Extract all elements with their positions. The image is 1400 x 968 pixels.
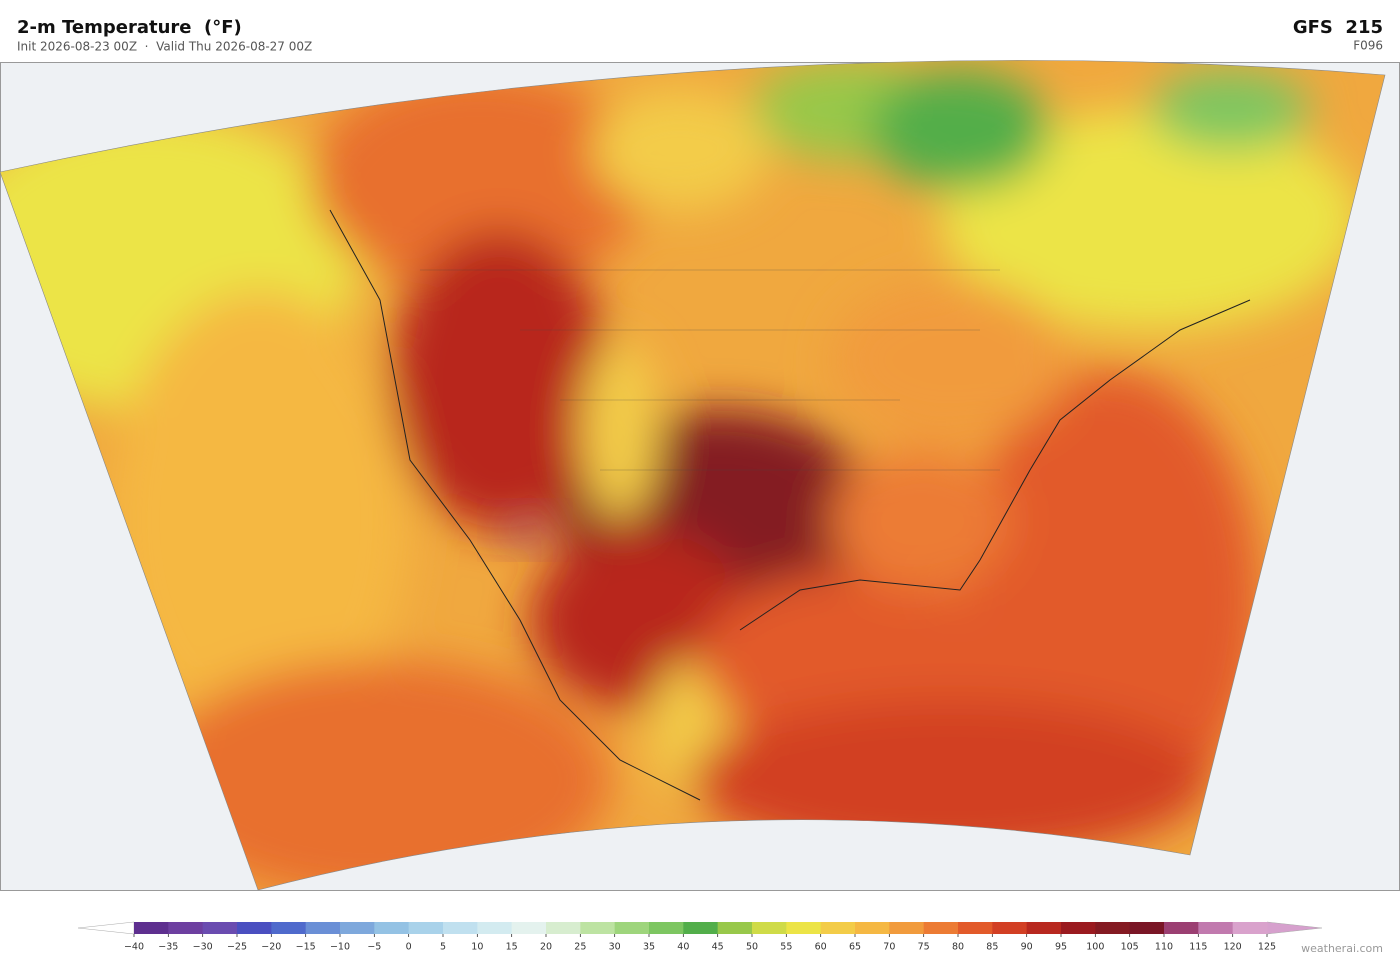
coastline xyxy=(329,209,1251,801)
colorbar-tick-label: −35 xyxy=(158,942,178,953)
colorbar-segment xyxy=(992,922,1028,934)
temperature-field xyxy=(0,60,1385,890)
colorbar-tick-label: −25 xyxy=(227,942,247,953)
colorbar-tick-label: 20 xyxy=(540,942,552,953)
colorbar-segment xyxy=(649,922,684,934)
colorbar-tick-label: −30 xyxy=(193,942,213,953)
model-name: GFS 215 xyxy=(1293,17,1383,38)
colorbar-segment xyxy=(134,922,169,934)
colorbar-tick-label: 60 xyxy=(815,942,827,953)
colorbar-tick-label: −40 xyxy=(124,942,144,953)
colorbar-segment xyxy=(237,922,272,934)
colorbar-segment xyxy=(923,922,959,934)
colorbar-tick-label: 90 xyxy=(1021,942,1033,953)
colorbar-tick-label: 70 xyxy=(883,942,895,953)
colorbar-tick-label: 105 xyxy=(1121,942,1139,953)
colorbar-tick-label: 115 xyxy=(1189,942,1207,953)
colorbar-tick-label: 25 xyxy=(574,942,586,953)
colorbar-segment xyxy=(511,922,547,934)
colorbar-segment xyxy=(683,922,719,934)
colorbar-tick-label: 40 xyxy=(677,942,689,953)
colorbar: −40 −35 −30 −25 −20 −15 −10 −5 0 5 10 15 20 25 30 35 40 4… xyxy=(77,921,1323,953)
subtitle: Init 2026-08-23 00Z · Valid Thu 2026-08-… xyxy=(17,40,312,54)
colorbar-segment xyxy=(1095,922,1131,934)
colorbar-segment xyxy=(855,922,890,934)
colorbar-segment xyxy=(168,922,204,934)
colorbar-segment xyxy=(340,922,375,934)
colorbar-segment xyxy=(202,922,238,934)
colorbar-tick-label: −20 xyxy=(261,942,281,953)
colorbar-tick-label: −5 xyxy=(367,942,381,953)
colorbar-segment xyxy=(443,922,478,934)
colorbar-tick-label: 5 xyxy=(440,942,446,953)
colorbar-segment xyxy=(1164,922,1199,934)
colorbar-tick-label: 55 xyxy=(780,942,792,953)
colorbar-extend-low xyxy=(77,921,135,935)
colorbar-segment xyxy=(477,922,513,934)
colorbar-tick-label: 120 xyxy=(1224,942,1242,953)
credit: weatherai.com xyxy=(1301,942,1383,955)
colorbar-segment xyxy=(786,922,822,934)
colorbar-segment xyxy=(580,922,616,934)
colorbar-tick-label: 0 xyxy=(406,942,412,953)
colorbar-tick-label: 35 xyxy=(643,942,655,953)
colorbar-tick-label: 65 xyxy=(849,942,861,953)
colorbar-segment xyxy=(408,922,444,934)
colorbar-segment xyxy=(305,922,341,934)
colorbar-tick-label: 75 xyxy=(918,942,930,953)
colorbar-segment xyxy=(1129,922,1165,934)
colorbar-tick-label: −15 xyxy=(296,942,316,953)
colorbar-tick-label: 95 xyxy=(1055,942,1067,953)
colorbar-tick-label: 45 xyxy=(712,942,724,953)
colorbar-tick-label: 50 xyxy=(746,942,758,953)
colorbar-segment xyxy=(1026,922,1062,934)
colorbar-tick-label: 80 xyxy=(952,942,964,953)
colorbar-tick-label: 100 xyxy=(1086,942,1104,953)
colorbar-segment xyxy=(546,922,581,934)
colorbar-tick-label: 110 xyxy=(1155,942,1173,953)
colorbar-segment xyxy=(717,922,753,934)
colorbar-segment xyxy=(1198,922,1234,934)
colorbar-segment xyxy=(958,922,993,934)
colorbar-segment xyxy=(1232,922,1268,934)
colorbar-segment xyxy=(752,922,787,934)
colorbar-extend-high xyxy=(1266,921,1323,935)
colorbar-tick-label: 15 xyxy=(506,942,518,953)
borders xyxy=(420,269,1000,471)
colorbar-segment xyxy=(820,922,856,934)
colorbar-segment xyxy=(614,922,650,934)
colorbar-segment xyxy=(889,922,925,934)
colorbar-segment xyxy=(1061,922,1096,934)
colorbar-tick-label: 85 xyxy=(986,942,998,953)
colorbar-tick-label: −10 xyxy=(330,942,350,953)
domain-outline xyxy=(0,60,1386,891)
colorbar-tick-label: 10 xyxy=(471,942,483,953)
colorbar-segment xyxy=(374,922,410,934)
forecast-hour: F096 xyxy=(1353,39,1383,53)
colorbar-tick-label: 125 xyxy=(1258,942,1276,953)
colorbar-tick-label: 30 xyxy=(609,942,621,953)
colorbar-segment xyxy=(271,922,307,934)
title: 2-m Temperature (°F) xyxy=(17,17,242,38)
